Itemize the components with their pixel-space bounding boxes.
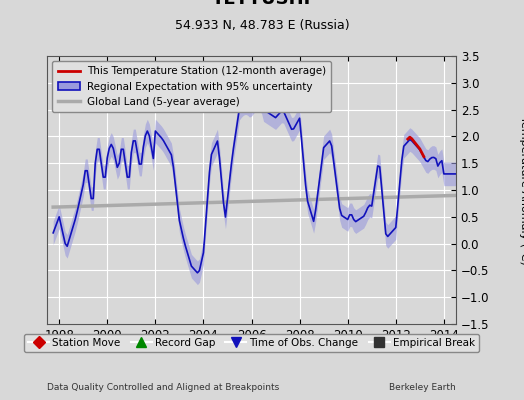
Legend: Station Move, Record Gap, Time of Obs. Change, Empirical Break: Station Move, Record Gap, Time of Obs. C… (24, 334, 479, 352)
Text: Data Quality Controlled and Aligned at Breakpoints: Data Quality Controlled and Aligned at B… (47, 383, 279, 392)
Text: 54.933 N, 48.783 E (Russia): 54.933 N, 48.783 E (Russia) (174, 19, 350, 32)
Text: TETYUSHI: TETYUSHI (212, 0, 312, 8)
Text: Temperature Anomaly (°C): Temperature Anomaly (°C) (519, 116, 524, 264)
Legend: This Temperature Station (12-month average), Regional Expectation with 95% uncer: This Temperature Station (12-month avera… (52, 61, 331, 112)
Text: Berkeley Earth: Berkeley Earth (389, 383, 456, 392)
